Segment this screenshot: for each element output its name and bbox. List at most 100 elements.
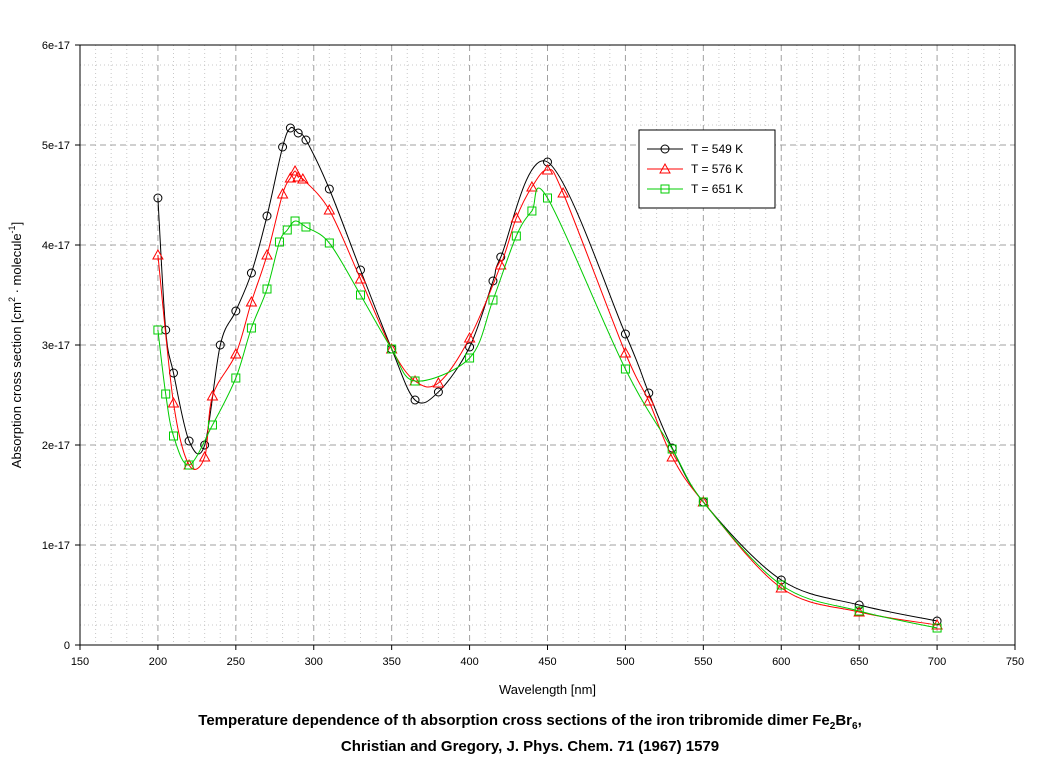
x-axis: 150 200 250 300 350 400 450 500 550 600 650 700 750 [71,645,1024,668]
data-point-square [543,193,552,203]
data-point-triangle [261,248,273,260]
data-point-triangle [229,347,242,359]
data-point-square [282,225,292,235]
data-point-circle [278,142,288,152]
data-point-square [698,497,708,507]
data-point-circle [324,184,334,194]
caption-subscript: 6 [852,721,858,732]
y-axis-title-part: Absorption cross section [cm [9,302,24,468]
x-tick-label: 150 [71,656,89,668]
data-point-square [620,364,630,374]
legend-label: T = 651 K [691,182,743,196]
y-axis-title-part: · molecule [9,233,24,297]
data-point-square [161,389,171,399]
x-tick-label: 200 [149,656,167,668]
data-point-triangle [276,187,289,199]
data-point-triangle [510,211,523,223]
data-point-triangle [167,396,180,408]
y-tick-label: 5e-17 [42,140,70,152]
data-point-square [410,376,420,386]
data-point-circle [620,329,630,339]
y-tick-label: 1e-17 [42,540,70,552]
data-point-triangle [619,346,632,358]
data-point-triangle [494,258,507,270]
x-tick-label: 250 [227,656,245,668]
data-point-square [184,460,194,470]
data-point-circle [465,342,475,352]
data-point-triangle [432,376,445,388]
data-point-circle [854,600,864,610]
y-axis-title: Absorption cross section [cm2 · molecule… [7,222,24,468]
data-point-triangle [659,162,671,174]
x-tick-label: 350 [382,656,400,668]
figure-caption-line2: Christian and Gregory, J. Phys. Chem. 71… [340,738,720,755]
data-point-circle [293,128,303,138]
data-point-square [667,444,677,454]
x-tick-label: 650 [850,656,868,668]
series-line [157,187,938,629]
y-tick-label: 3e-17 [42,340,70,352]
data-point-circle [410,395,420,405]
y-tick-label: 0 [64,640,70,652]
data-point-circle [184,436,194,446]
caption-text: , [857,712,862,729]
data-point-triangle [463,331,476,343]
x-tick-label: 600 [772,656,790,668]
data-point-square [153,325,163,335]
y-axis-title-superscript: 2 [7,297,17,302]
y-axis-title-superscript: -1 [7,225,17,233]
series-layer [152,123,943,633]
data-point-square [274,237,284,247]
data-point-circle [246,268,256,278]
data-point-triangle [152,248,164,260]
y-axis: 0 1e-17 2e-17 3e-17 4e-17 5e-17 6e-17 [42,40,80,652]
data-point-triangle [541,163,554,175]
data-point-triangle [292,170,305,182]
data-point-square [290,216,300,226]
data-point-square [527,206,537,216]
y-tick-label: 4e-17 [42,240,70,252]
data-point-square [387,344,397,354]
figure-caption-line1: Temperature dependence of th absorption … [0,712,1060,732]
data-point-triangle [557,186,569,198]
data-point-triangle [198,450,211,462]
data-point-triangle [245,295,258,307]
legend-label: T = 549 K [691,142,743,156]
series-group [153,187,942,633]
data-point-square [465,353,475,363]
data-point-square [488,295,498,305]
major-grid [80,45,1015,645]
data-point-circle [433,387,443,397]
data-point-triangle [775,581,788,593]
data-point-square [776,580,786,590]
data-point-circle [231,306,241,316]
data-point-square [246,323,256,333]
data-point-square [169,431,178,441]
data-point-triangle [666,450,679,462]
data-point-triangle [296,172,309,184]
y-tick-label: 2e-17 [42,440,70,452]
x-tick-label: 450 [538,656,556,668]
data-point-triangle [289,164,301,176]
x-tick-label: 550 [694,656,712,668]
data-point-triangle [284,171,297,183]
series-group [152,163,943,630]
data-point-circle [660,144,670,154]
data-point-square [301,222,311,232]
data-point-square [356,290,365,300]
data-point-circle [153,193,163,203]
data-point-square [932,623,942,633]
x-tick-label: 500 [616,656,634,668]
x-tick-label: 300 [305,656,323,668]
data-point-circle [215,340,225,350]
data-point-triangle [526,180,538,192]
data-point-square [231,373,241,383]
data-point-triangle [206,389,219,401]
data-point-square [511,231,521,241]
x-axis-title: Wavelength [nm] [499,682,596,697]
x-tick-label: 700 [928,656,946,668]
data-point-triangle [354,272,367,284]
data-point-circle [262,211,272,221]
data-point-circle [301,135,311,145]
